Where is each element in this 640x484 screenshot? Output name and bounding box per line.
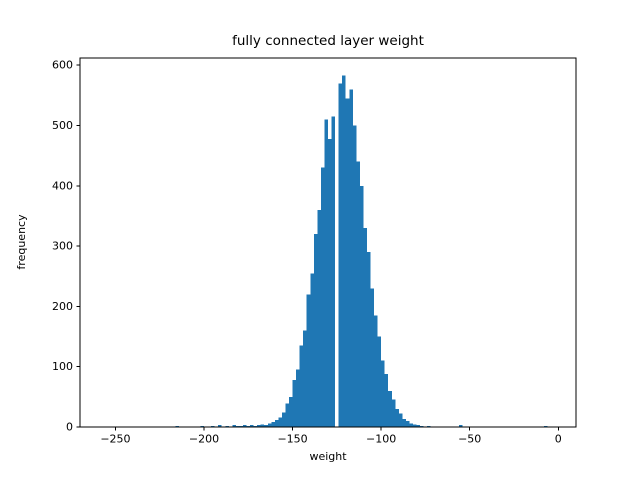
histogram-bar [313,234,318,427]
histogram-bar [388,390,392,427]
histogram-bar [175,425,180,427]
histogram-bar [328,138,332,428]
histogram-bar [381,360,385,427]
y-tick-label: 500 [52,119,73,132]
histogram-bar [352,125,357,427]
y-axis-ticks: 0 100 200 300 400 500 600 [52,59,80,434]
y-tick-label: 600 [52,59,73,72]
histogram-bar [242,425,247,427]
histogram-bar [200,425,204,427]
y-axis-label: frequency [15,214,28,270]
histogram-bar [267,423,272,427]
histogram-bar [395,408,399,427]
histogram-bar [377,336,382,427]
histogram-bar [250,425,254,427]
histogram-bar [296,369,300,427]
histogram-bar [402,419,406,427]
x-axis-ticks: −250 −200 −150 −100 −50 0 [100,427,562,446]
y-tick-label: 200 [52,300,73,313]
x-tick-label: −50 [458,433,481,446]
histogram-bar [405,420,410,427]
histogram-bar [331,116,336,428]
histogram-bar [292,379,297,427]
x-tick-label: −100 [366,433,396,446]
histogram-bar [235,425,240,427]
histogram-bar [398,413,403,427]
x-tick-label: 0 [555,433,562,446]
histogram-bar [544,425,548,427]
histogram-bar [391,399,396,427]
histogram-bar [366,252,371,427]
histogram-bar [459,425,463,427]
chart-title: fully connected layer weight [232,33,424,49]
y-tick-label: 400 [52,179,73,192]
y-tick-label: 0 [66,421,73,434]
histogram-bar [427,425,431,427]
histogram-bar [285,403,290,427]
histogram-bar [374,315,378,427]
histogram-bar [384,373,389,427]
histogram-bar [303,330,307,427]
histogram-bar [211,425,215,427]
histogram-bar [264,425,268,427]
histogram-bar [239,425,243,427]
histogram-bar [260,424,265,427]
histogram-bar [310,273,314,427]
histogram-bar [225,425,229,427]
y-tick-label: 300 [52,240,73,253]
histogram-bar [232,425,236,427]
histogram-bars [175,75,552,428]
y-tick-label: 100 [52,360,73,373]
histogram-bar [370,288,375,427]
histogram-bar [271,422,275,427]
x-tick-label: −200 [189,433,219,446]
histogram-bar [349,89,353,427]
histogram-bar [409,423,414,427]
histogram-bar [320,167,325,428]
histogram-bar [257,425,261,427]
histogram-bar [306,294,311,427]
histogram-bar [281,412,286,427]
x-tick-label: −150 [277,433,307,446]
histogram-bar [253,425,258,427]
histogram-bar [317,209,321,427]
histogram-bar [356,161,360,427]
histogram-bar [289,396,293,427]
histogram-bar [299,345,304,427]
histogram-bar [345,98,350,428]
histogram-bar [274,419,279,427]
histogram-bar [246,425,251,427]
plot-frame [79,57,577,428]
x-axis-label: weight [309,450,347,463]
histogram-bar [342,75,346,428]
histogram-bar [359,185,364,427]
histogram-bar [324,119,328,427]
histogram-bar [278,417,282,427]
histogram-bar [413,424,417,427]
histogram-bar [363,228,367,427]
histogram-bar [420,425,424,427]
histogram-bar [338,83,343,427]
histogram-bar [416,425,421,427]
x-tick-label: −250 [100,433,130,446]
histogram-bar [218,425,222,427]
